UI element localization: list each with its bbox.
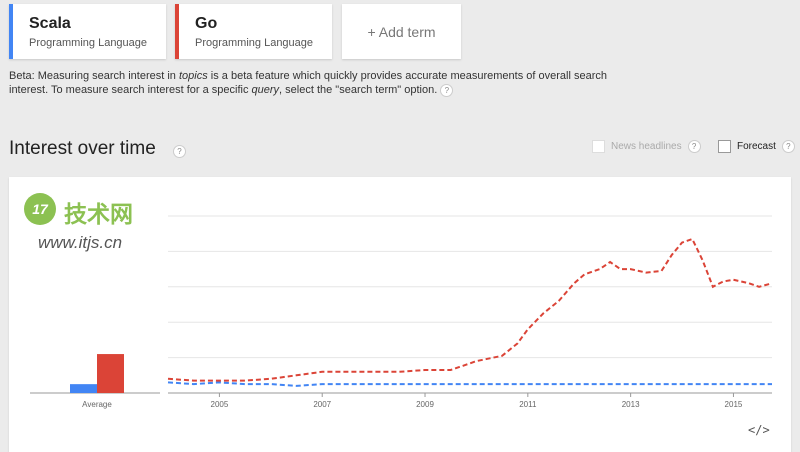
news-headlines-checkbox[interactable] xyxy=(592,140,605,153)
news-headlines-label: News headlines xyxy=(611,141,682,152)
chart-panel xyxy=(9,177,791,452)
watermark-text: 技术网 xyxy=(64,201,133,227)
term-card-scala[interactable]: Scala Programming Language xyxy=(9,4,166,59)
forecast-checkbox[interactable] xyxy=(718,140,731,153)
term-card-go[interactable]: Go Programming Language xyxy=(175,4,332,59)
watermark-badge: 17 xyxy=(24,193,56,225)
beta-text-mid: is a beta feature which quickly provides… xyxy=(9,70,607,96)
term-type: Programming Language xyxy=(29,37,148,49)
help-icon[interactable]: ? xyxy=(687,140,701,153)
watermark-url: www.itjs.cn xyxy=(38,233,123,252)
beta-text-topics: topics xyxy=(178,70,208,82)
news-headlines-option[interactable]: News headlines ? xyxy=(592,140,701,153)
series-line-go xyxy=(167,237,773,382)
average-label: Average xyxy=(82,400,112,409)
term-color-stripe xyxy=(9,4,13,59)
x-tick-label: 2005 xyxy=(211,400,229,409)
forecast-option[interactable]: Forecast ? xyxy=(718,140,795,153)
x-tick-label: 2007 xyxy=(313,400,331,409)
x-tick-label: 2009 xyxy=(416,400,434,409)
beta-text-query: query xyxy=(251,84,280,96)
beta-text-suffix: , select the "search term" option. xyxy=(279,84,438,96)
forecast-label: Forecast xyxy=(737,141,776,152)
section-title: Interest over time xyxy=(9,138,156,159)
term-name: Scala xyxy=(29,15,71,32)
average-bar-scala xyxy=(70,384,97,393)
help-icon[interactable]: ? xyxy=(173,145,186,158)
x-tick-label: 2013 xyxy=(622,400,640,409)
help-icon[interactable]: ? xyxy=(440,83,454,97)
beta-text-prefix: Beta: Measuring search interest in xyxy=(9,70,179,82)
x-tick-label: 2015 xyxy=(725,400,743,409)
term-name: Go xyxy=(195,15,218,32)
embed-code-icon[interactable]: </> xyxy=(748,423,770,437)
term-type: Programming Language xyxy=(195,37,314,49)
x-tick-label: 2011 xyxy=(519,400,537,409)
series-line-scala xyxy=(167,381,772,387)
help-icon[interactable]: ? xyxy=(781,140,795,153)
average-bar-go xyxy=(97,354,124,393)
term-color-stripe xyxy=(175,4,179,59)
beta-notice: Beta: Measuring search interest in topic… xyxy=(9,69,649,97)
add-term-button[interactable]: + Add term xyxy=(342,4,461,59)
